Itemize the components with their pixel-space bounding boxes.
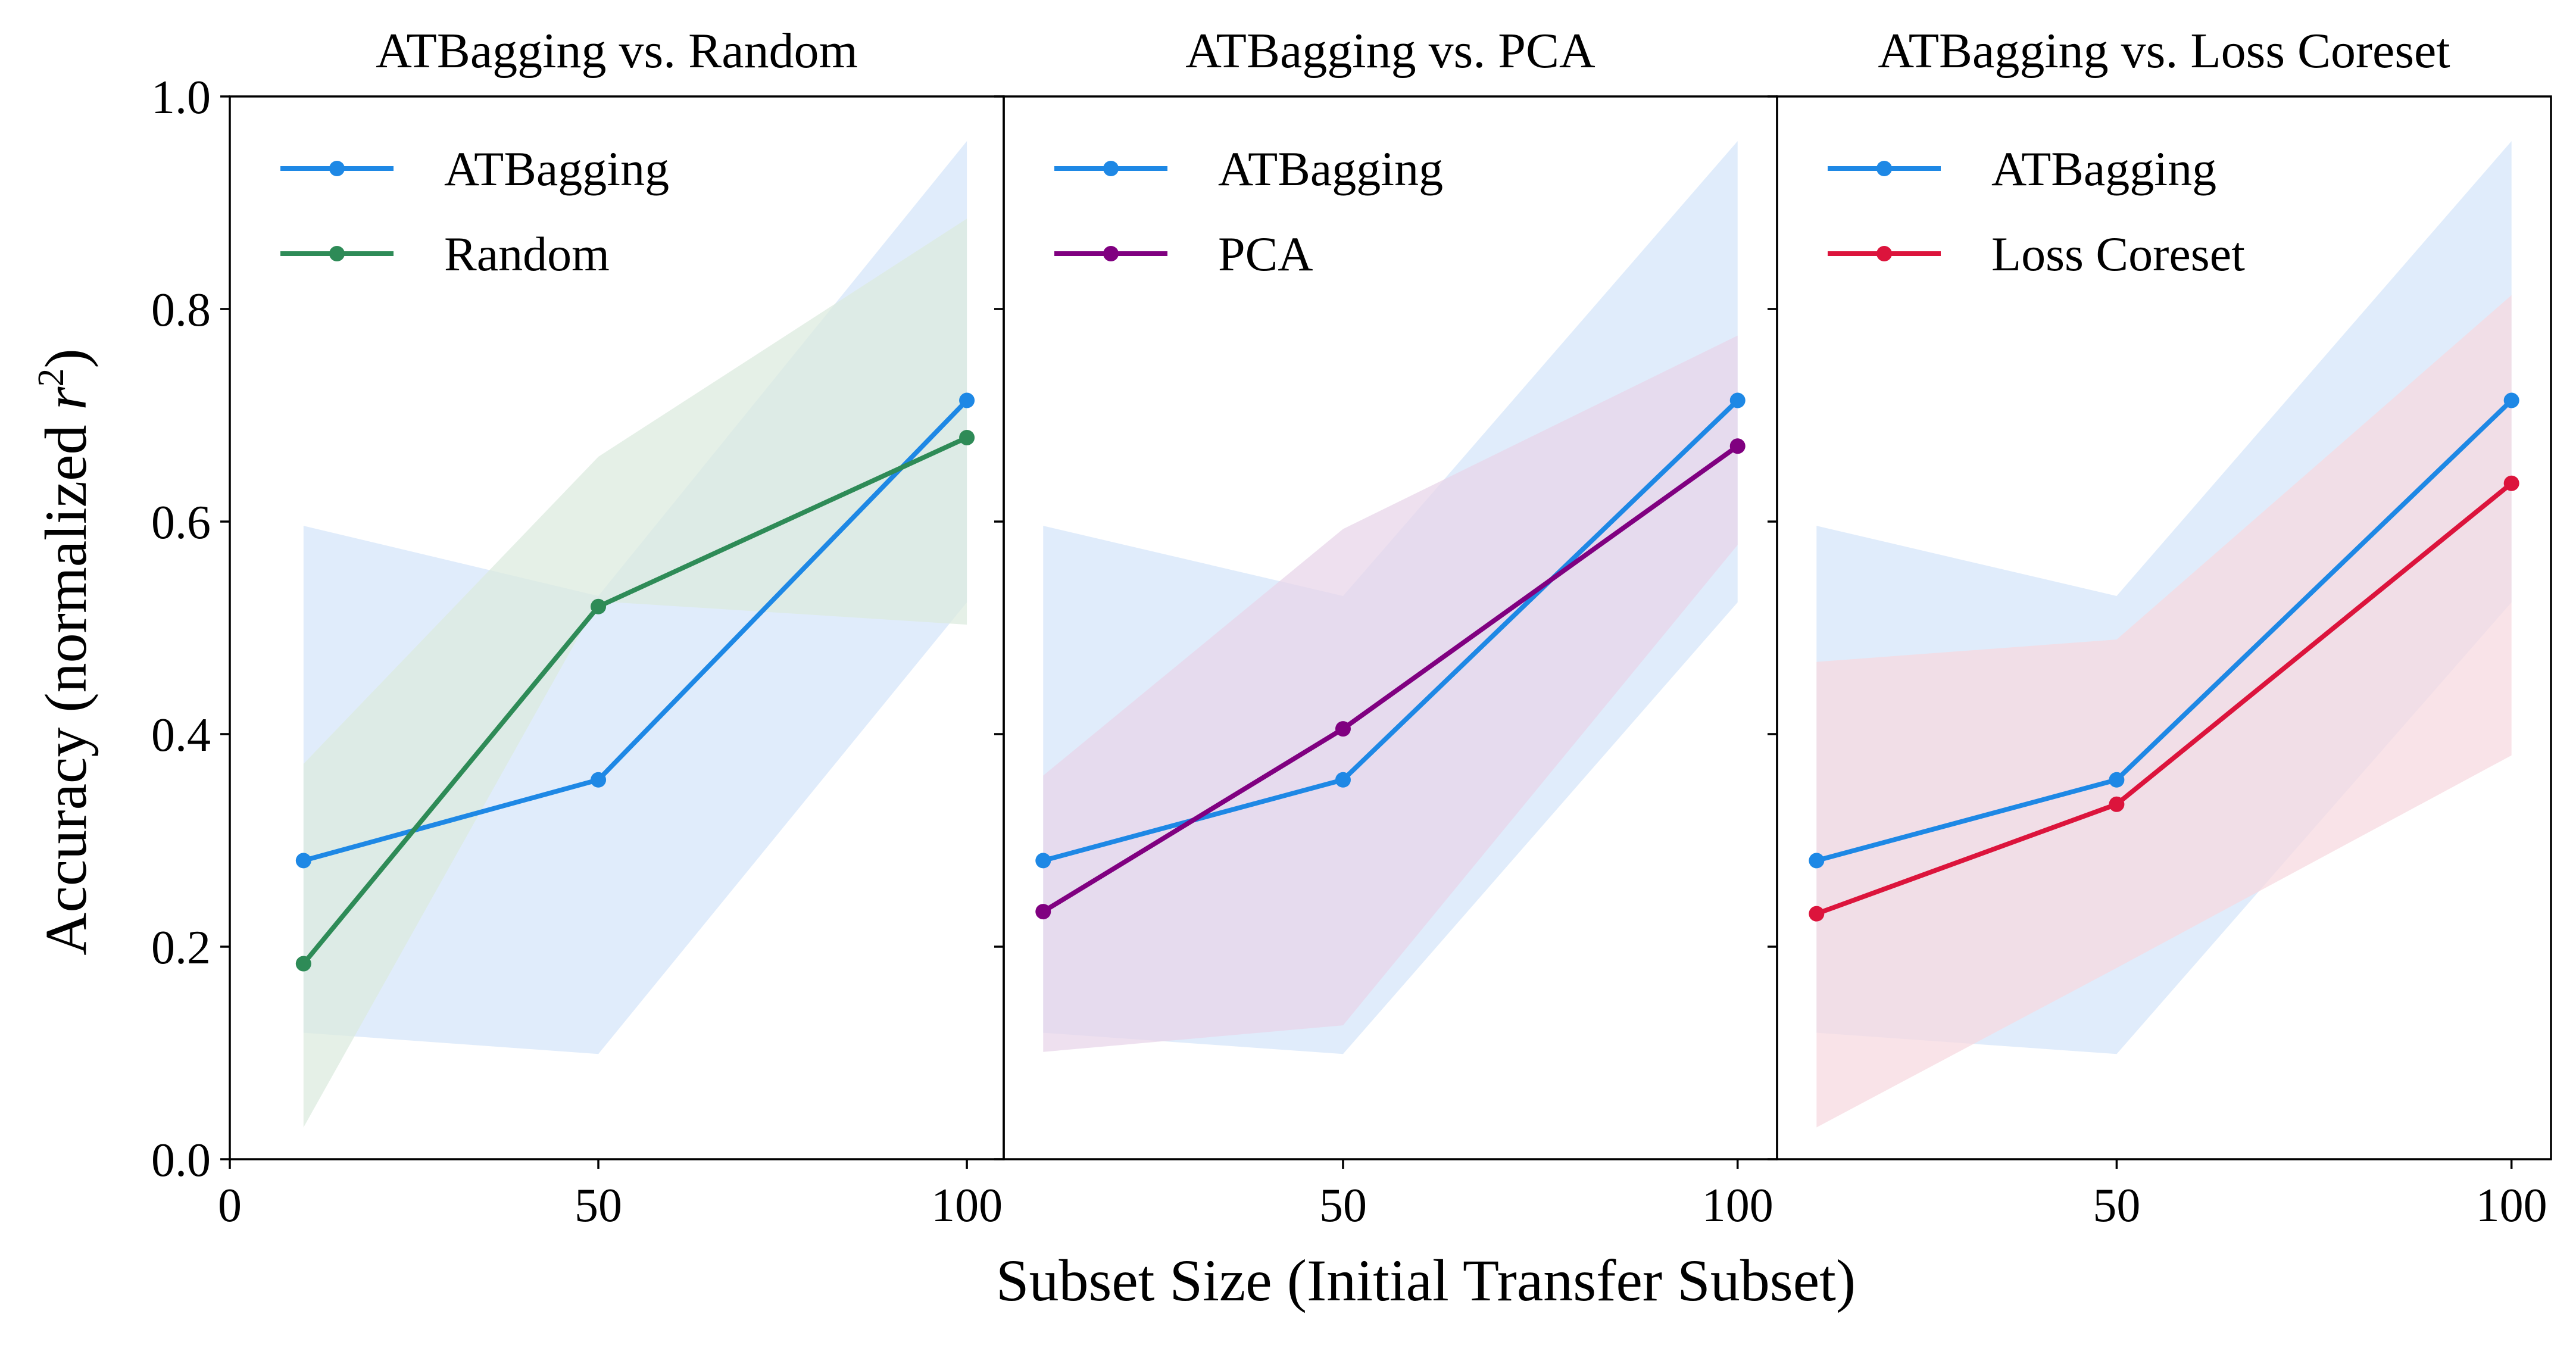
y-axis-label-var: r xyxy=(33,386,99,410)
x-tick-label: 100 xyxy=(931,1179,1003,1232)
y-axis-label-close: ) xyxy=(33,348,99,368)
legend-marker-atbagging xyxy=(329,161,345,176)
panel-title: ATBagging vs. Loss Coreset xyxy=(1878,23,2450,79)
point-random-10 xyxy=(295,956,311,972)
point-pca-100 xyxy=(1729,438,1746,454)
legend: ATBagging Random xyxy=(280,142,669,281)
panel-1: 0.0 0.2 0.4 0.6 0.8 1.0 0 50 100 ATBagging vs. Ra… xyxy=(151,23,1005,1232)
point-loss-coreset-50 xyxy=(2109,796,2125,812)
x-tick-label: 100 xyxy=(1702,1179,1773,1232)
y-tick-label: 0.0 xyxy=(151,1134,211,1187)
legend: ATBagging PCA xyxy=(1054,142,1443,281)
x-axis-label: Subset Size (Initial Transfer Subset) xyxy=(996,1247,1856,1313)
y-tick-label: 0.4 xyxy=(151,709,211,762)
point-atbagging-100 xyxy=(959,392,975,408)
y-tick-label: 0.2 xyxy=(151,922,211,974)
legend-label-pca: PCA xyxy=(1218,227,1313,281)
panel-3: 50 100 ATBagging vs. Loss Coreset ATBagging… xyxy=(1768,23,2552,1232)
point-atbagging-100 xyxy=(2503,392,2519,408)
legend: ATBagging Loss Coreset xyxy=(1828,142,2245,281)
point-pca-50 xyxy=(1335,721,1351,737)
y-axis-label-text: Accuracy (normalized xyxy=(33,410,99,956)
panel-title: ATBagging vs. Random xyxy=(376,23,858,79)
point-atbagging-12 xyxy=(1035,853,1051,869)
legend-marker-atbagging xyxy=(1103,161,1119,176)
x-tick-label: 50 xyxy=(1319,1179,1367,1232)
legend-label-loss-coreset: Loss Coreset xyxy=(1991,227,2245,281)
panels: 0.0 0.2 0.4 0.6 0.8 1.0 0 50 100 ATBagging vs. Ra… xyxy=(151,23,2552,1232)
point-atbagging-100 xyxy=(1729,392,1746,408)
legend-label-atbagging: ATBagging xyxy=(1991,142,2216,196)
x-tick-label: 0 xyxy=(218,1179,242,1232)
y-axis-label-exp: 2 xyxy=(31,369,71,387)
point-loss-coreset-100 xyxy=(2503,475,2519,491)
legend-label-atbagging: ATBagging xyxy=(1218,142,1443,196)
legend-label-random: Random xyxy=(444,227,610,281)
legend-marker-pca xyxy=(1103,246,1119,261)
point-atbagging-50 xyxy=(591,772,607,788)
point-atbagging-50 xyxy=(1335,772,1351,788)
x-tick-label: 50 xyxy=(574,1179,622,1232)
point-atbagging-50 xyxy=(2109,772,2125,788)
point-atbagging-10 xyxy=(295,853,311,869)
y-axis-label: Accuracy (normalized r2) xyxy=(31,348,99,955)
x-tick-label: 50 xyxy=(2093,1179,2140,1232)
panel-2: 50 100 ATBagging vs. PCA ATBagging PCA xyxy=(994,23,1778,1232)
legend-marker-atbagging xyxy=(1876,161,1892,176)
point-random-50 xyxy=(591,598,607,614)
panel-title: ATBagging vs. PCA xyxy=(1185,23,1595,79)
axes-frame xyxy=(1776,95,2552,1160)
point-atbagging-12 xyxy=(1809,853,1825,869)
legend-marker-random xyxy=(329,246,345,261)
y-tick-label: 0.8 xyxy=(151,284,211,336)
y-tick-label: 1.0 xyxy=(151,71,211,124)
legend-marker-loss-coreset xyxy=(1876,246,1892,261)
y-tick-label: 0.6 xyxy=(151,497,211,549)
legend-label-atbagging: ATBagging xyxy=(444,142,669,196)
point-pca-12 xyxy=(1035,904,1051,920)
point-loss-coreset-12 xyxy=(1809,906,1825,922)
band-random xyxy=(303,219,967,1128)
point-random-100 xyxy=(959,429,975,445)
x-tick-label: 100 xyxy=(2476,1179,2547,1232)
band-loss-coreset xyxy=(1816,295,2512,1128)
